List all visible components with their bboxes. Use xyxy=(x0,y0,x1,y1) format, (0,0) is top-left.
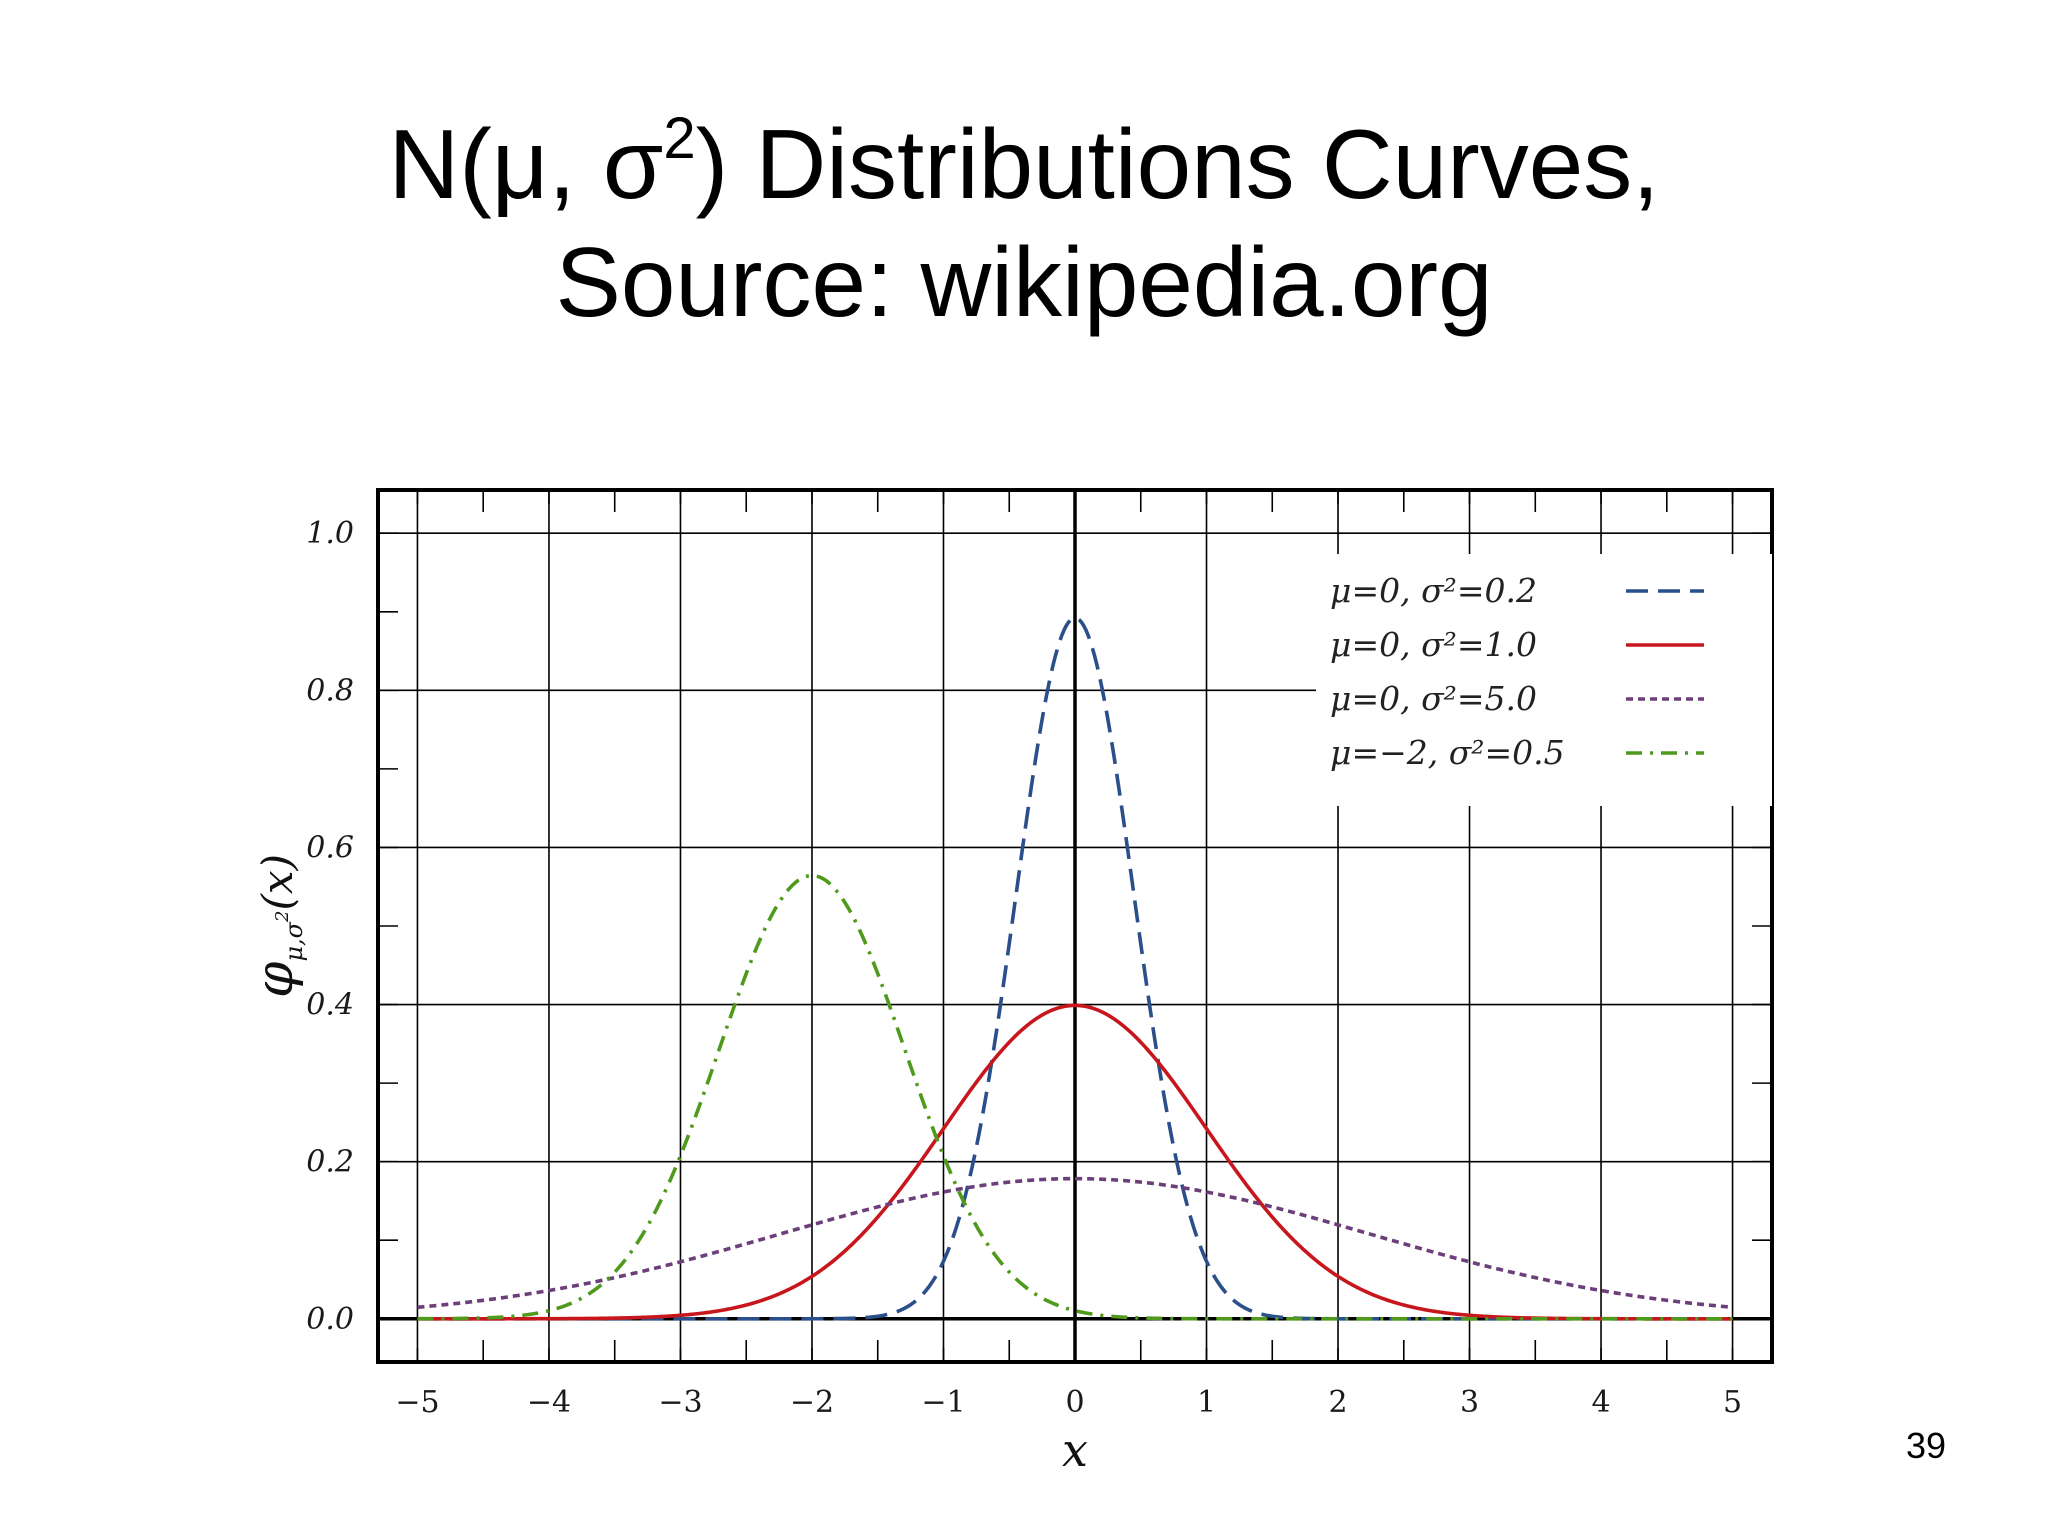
y-axis-title-arg: (x) xyxy=(253,854,302,910)
x-tick-label: −3 xyxy=(658,1385,702,1420)
y-tick-label: 0.8 xyxy=(306,673,354,708)
x-tick-label: 1 xyxy=(1197,1385,1216,1420)
series-curve-4 xyxy=(417,873,1733,1321)
x-tick-labels: −5 −4 −3 −2 −1 0 1 2 3 4 5 xyxy=(395,1385,1742,1420)
x-axis-title: x xyxy=(1062,1423,1088,1477)
x-tick-label: 2 xyxy=(1328,1385,1347,1420)
plot-frame xyxy=(376,488,1774,1364)
y-tick-label: 1.0 xyxy=(306,516,354,551)
x-tick-label: −4 xyxy=(527,1385,571,1420)
legend-label: μ=−2, σ²=0.5 xyxy=(1330,733,1565,772)
series-curve-2 xyxy=(417,1003,1733,1321)
legend: μ=0, σ²=0.2 μ=0, σ²=1.0 μ=0, σ²=5.0 μ=−2, σ… xyxy=(1316,554,1772,806)
y-axis-title-sub: μ,σ xyxy=(280,921,308,961)
x-tick-label: −1 xyxy=(921,1385,965,1420)
minor-ticks xyxy=(378,490,1772,1362)
y-axis-title: φμ,σ2(x) xyxy=(245,854,308,998)
x-tick-label: 3 xyxy=(1460,1385,1479,1420)
title-line-2: Source: wikipedia.org xyxy=(555,227,1493,337)
title-line-1: N(μ, σ2) Distributions Curves, xyxy=(0,105,2048,223)
title-end: ) Distributions Curves, xyxy=(695,109,1660,219)
legend-label: μ=0, σ²=0.2 xyxy=(1330,571,1537,610)
page-number: 39 xyxy=(1905,1425,1946,1466)
x-tick-label: 4 xyxy=(1591,1385,1610,1420)
y-tick-labels: 0.0 0.2 0.4 0.6 0.8 1.0 xyxy=(306,516,354,1337)
legend-box xyxy=(1316,554,1772,806)
legend-label: μ=0, σ²=5.0 xyxy=(1330,679,1537,718)
y-axis-title-main: φ xyxy=(245,961,305,998)
y-tick-label: 0.0 xyxy=(306,1302,354,1337)
y-tick-label: 0.4 xyxy=(306,988,354,1023)
y-tick-label: 0.6 xyxy=(306,830,354,865)
x-tick-label: −2 xyxy=(790,1385,834,1420)
title-superscript: 2 xyxy=(663,106,696,172)
legend-label: μ=0, σ²=1.0 xyxy=(1330,625,1537,664)
y-tick-label: 0.2 xyxy=(306,1145,354,1180)
x-tick-label: 0 xyxy=(1065,1385,1084,1420)
series-curve-3 xyxy=(417,1176,1733,1310)
y-axis-title-sup: 2 xyxy=(272,910,293,922)
x-tick-label: −5 xyxy=(395,1385,439,1420)
title-main: N(μ, σ xyxy=(388,109,664,219)
slide-title: N(μ, σ2) Distributions Curves, Source: w… xyxy=(0,105,2048,341)
curves xyxy=(417,616,1733,1321)
x-tick-label: 5 xyxy=(1723,1385,1742,1420)
